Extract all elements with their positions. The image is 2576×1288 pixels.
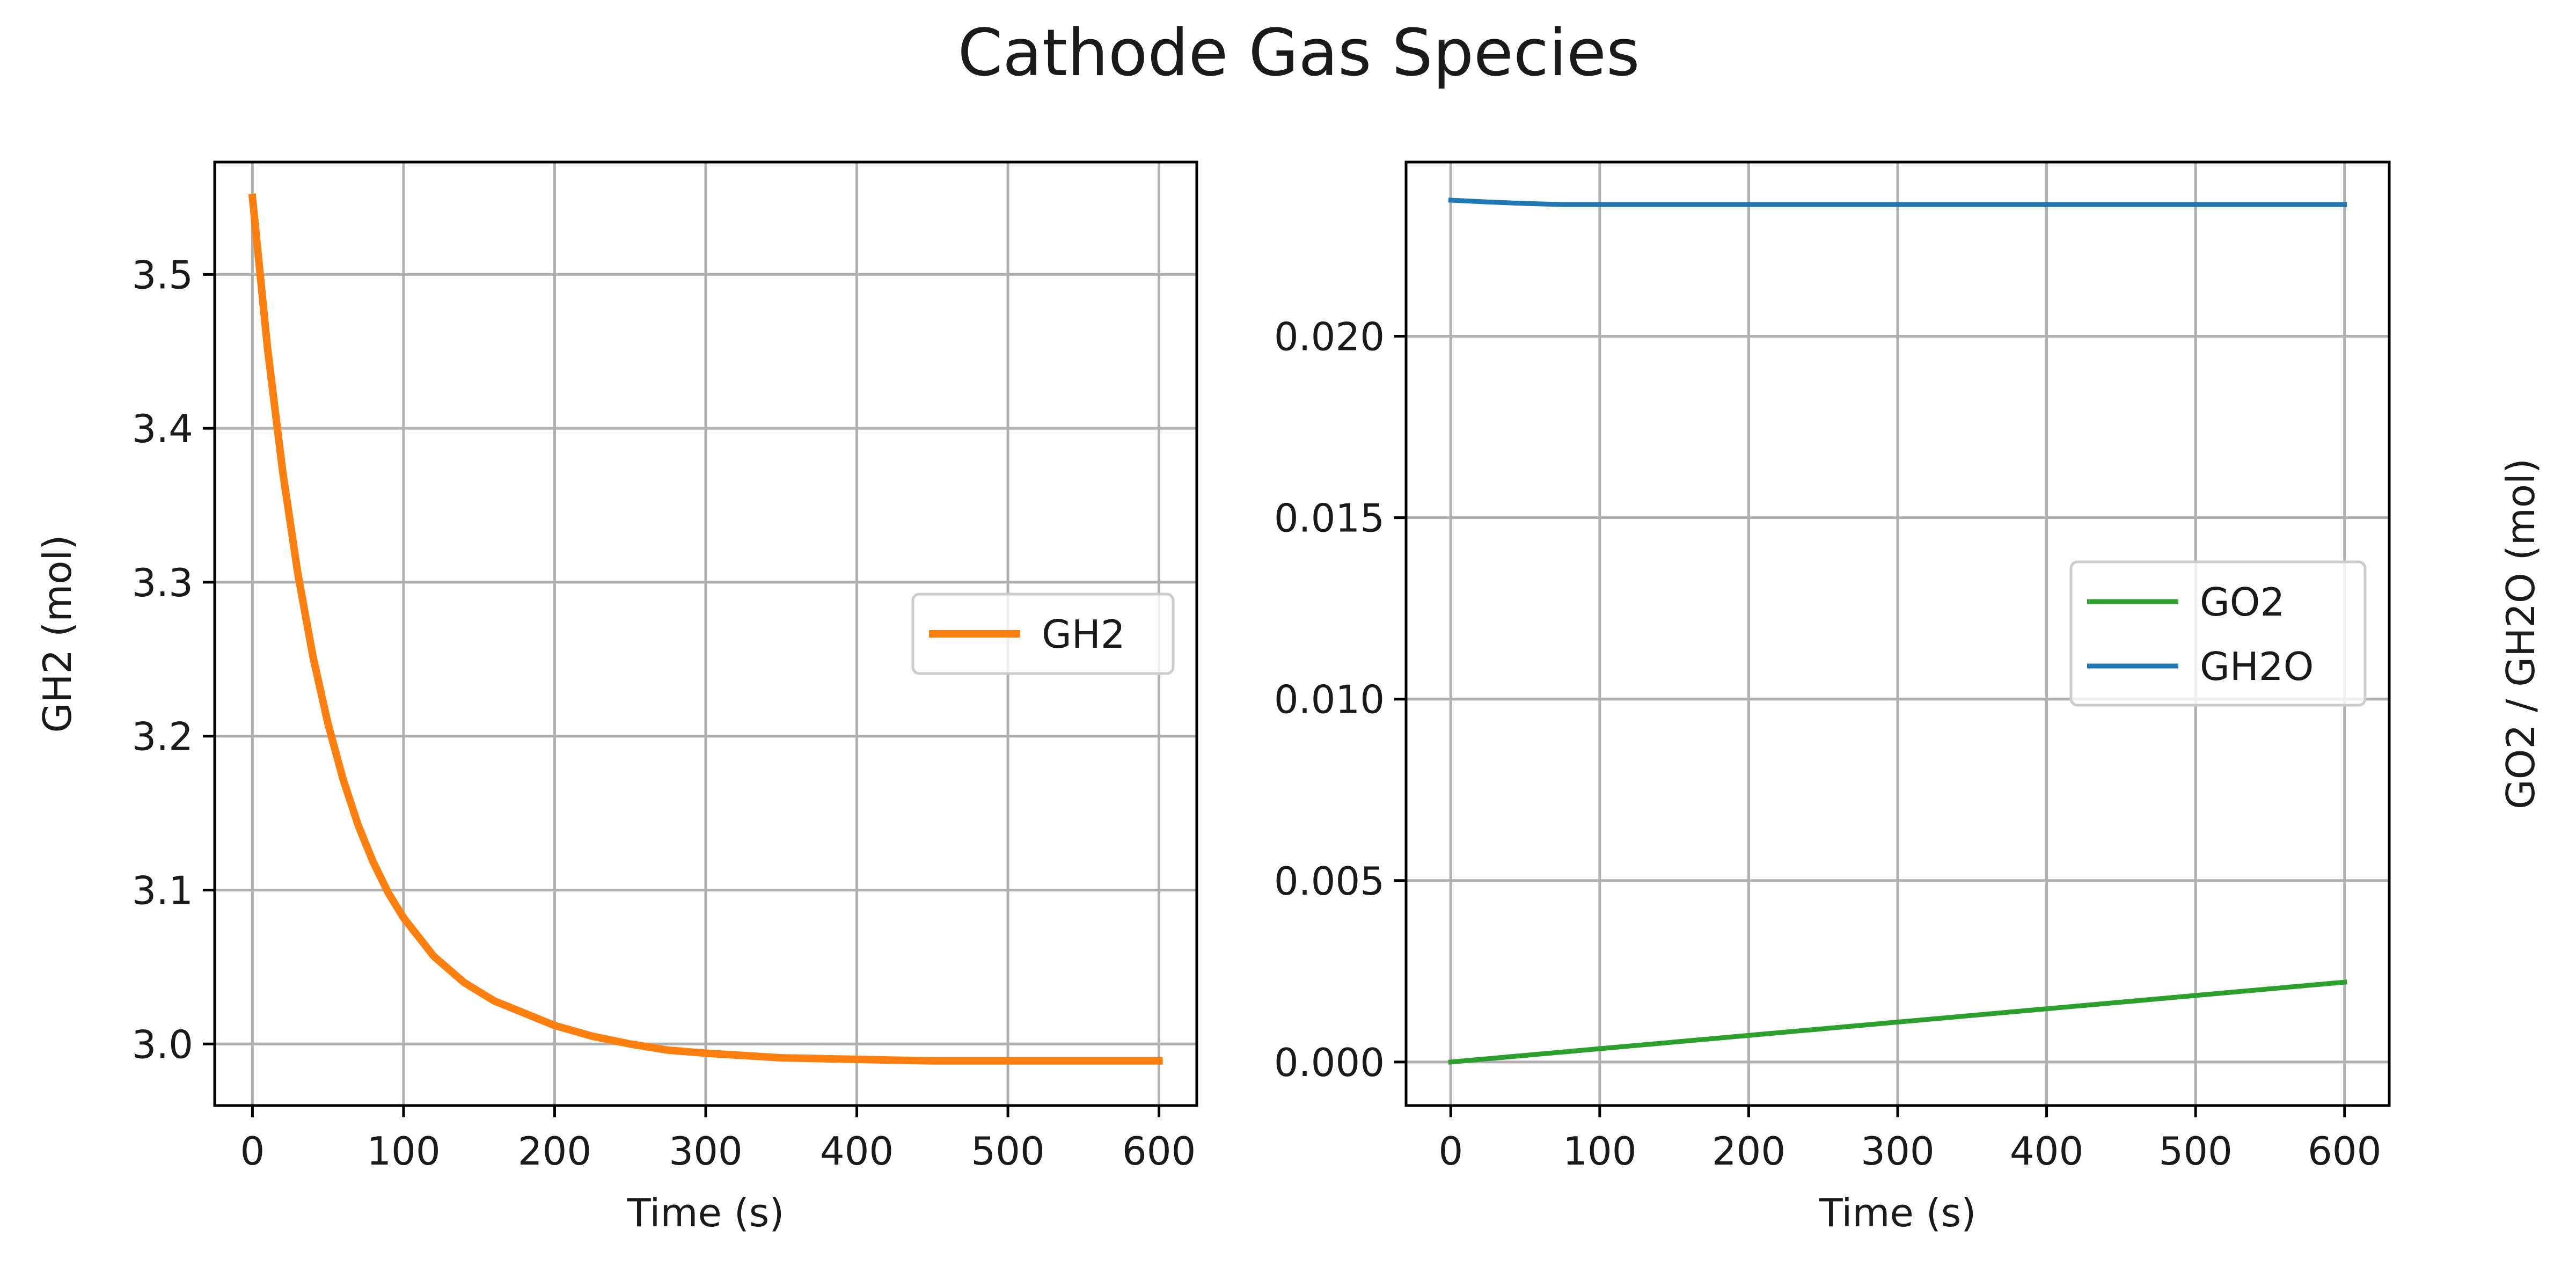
go2-gh2o-legend-box <box>2069 560 2367 707</box>
go2-gh2o-legend-label-go2: GO2 <box>2200 580 2285 625</box>
go2-gh2o-y-tick-label: 0.010 <box>1274 677 1385 722</box>
gh2-x-tick-label: 300 <box>669 1129 742 1174</box>
go2-gh2o-x-tick-label: 600 <box>2308 1129 2381 1174</box>
gh2-y-tick-label: 3.2 <box>131 714 193 759</box>
go2-gh2o-x-axis-label: Time (s) <box>1819 1190 1977 1235</box>
gh2-ticks: 0 100 200 300 400 500 600 3.0 3.1 3.2 3.3 3.4 3.5 <box>131 252 1196 1174</box>
go2-gh2o-legend-label-gh2o: GH2O <box>2200 644 2314 689</box>
gh2-legend: GH2 <box>911 592 1175 675</box>
gh2-x-tick-label: 0 <box>240 1129 265 1174</box>
go2-gh2o-y-tick-label: 0.000 <box>1274 1040 1385 1085</box>
go2-gh2o-x-tick-label: 200 <box>1712 1129 1785 1174</box>
go2-gh2o-x-tick-label: 0 <box>1438 1129 1463 1174</box>
gh2-x-tick-label: 400 <box>820 1129 894 1174</box>
gh2-x-tick-label: 600 <box>1122 1129 1196 1174</box>
gh2-y-tick-label: 3.5 <box>131 252 193 297</box>
go2-gh2o-y-tick-label: 0.005 <box>1274 859 1385 904</box>
go2-gh2o-x-tick-label: 300 <box>1861 1129 1934 1174</box>
gh2-y-tick-label: 3.3 <box>131 560 193 605</box>
go2-gh2o-x-tick-label: 100 <box>1563 1129 1636 1174</box>
go2-gh2o-series-layer <box>1448 197 2347 1065</box>
go2-gh2o-plot: 0 100 200 300 400 500 600 0.000 0.005 0.010 0.015 0… <box>1274 160 2543 1235</box>
go2-gh2o-y-axis-label: GO2 / GH2O (mol) <box>2498 458 2543 809</box>
gh2-legend-label-gh2: GH2 <box>1042 612 1125 657</box>
gh2-x-axis-label: Time (s) <box>627 1190 785 1235</box>
gh2-y-tick-label: 3.1 <box>131 868 193 913</box>
gh2-x-tick-label: 200 <box>518 1129 591 1174</box>
go2-gh2o-ticks: 0 100 200 300 400 500 600 0.000 0.005 0.010 0.015 0… <box>1274 314 2382 1174</box>
go2-gh2o-y-tick-label: 0.020 <box>1274 314 1385 360</box>
gh2-y-tick-label: 3.4 <box>131 406 193 451</box>
gh2-x-tick-label: 500 <box>971 1129 1044 1174</box>
go2-gh2o-series-go2 <box>1448 979 2347 1065</box>
figure-title: Cathode Gas Species <box>957 16 1640 91</box>
gh2-legend-box <box>911 592 1175 675</box>
go2-gh2o-x-tick-label: 400 <box>2010 1129 2083 1174</box>
gh2-plot: 0 100 200 300 400 500 600 3.0 3.1 3.2 3.3 3.4 3.5 Ti… <box>35 160 1198 1235</box>
gh2-series-gh2 <box>248 193 1163 1065</box>
gh2-y-tick-label: 3.0 <box>131 1022 193 1067</box>
gh2-x-tick-label: 100 <box>367 1129 440 1174</box>
gh2-series-layer <box>248 193 1163 1065</box>
go2-gh2o-legend: GO2 GH2O <box>2069 560 2367 707</box>
go2-gh2o-x-tick-label: 500 <box>2158 1129 2232 1174</box>
gh2-y-axis-label: GH2 (mol) <box>35 535 80 733</box>
go2-gh2o-y-tick-label: 0.015 <box>1274 496 1385 541</box>
go2-gh2o-series-gh2o <box>1448 197 2347 207</box>
